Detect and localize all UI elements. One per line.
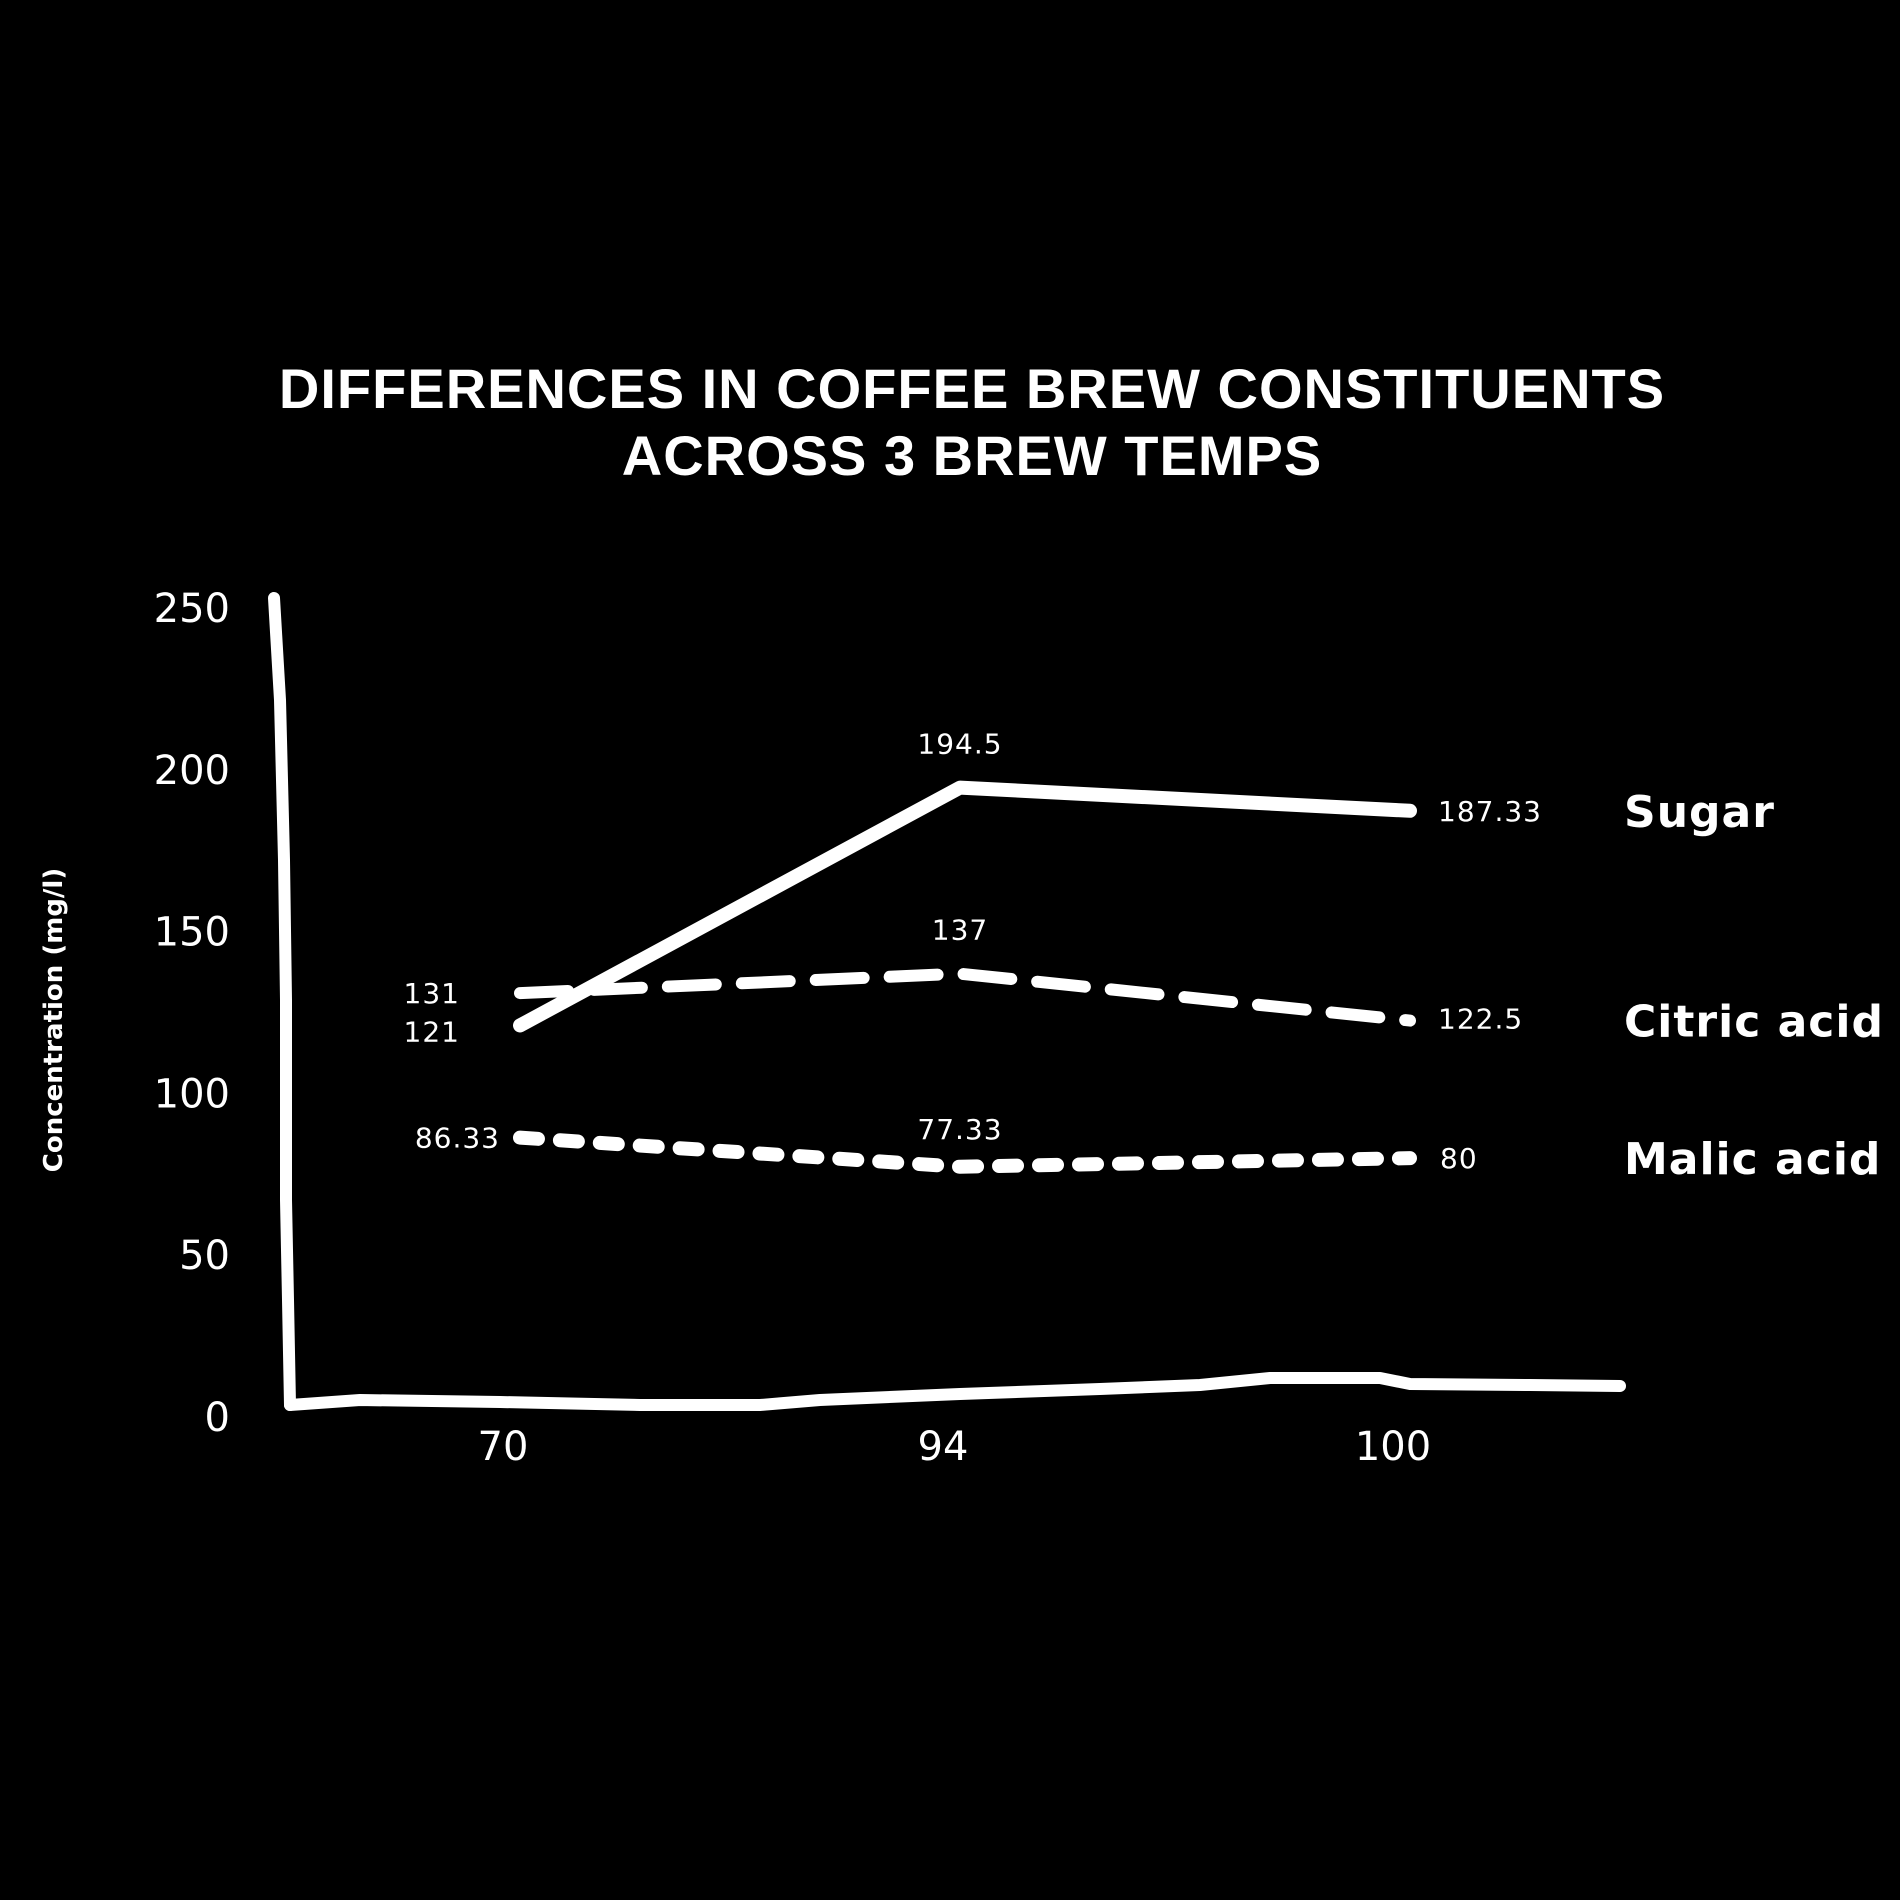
chart-title-line-2: ACROSS 3 BREW TEMPS <box>622 424 1322 487</box>
data-label: 131 <box>404 977 460 1010</box>
series-lines <box>513 780 1417 1174</box>
y-tick-label: 200 <box>154 748 230 794</box>
series-line-citric-acid <box>514 967 1416 1027</box>
data-label: 187.33 <box>1438 795 1542 828</box>
series-line-sugar <box>513 780 1417 1033</box>
y-tick-label: 50 <box>179 1233 230 1279</box>
data-label: 86.33 <box>415 1122 500 1155</box>
y-tick-label: 150 <box>154 910 230 956</box>
y-axis-line <box>268 592 296 1411</box>
x-axis-line <box>284 1372 1626 1411</box>
data-labels: 121 194.5 187.33 Sugar 131 137 122.5 Citric aci… <box>404 728 1884 1186</box>
x-tick-label: 100 <box>1355 1424 1431 1470</box>
data-label: 122.5 <box>1438 1003 1523 1036</box>
series-line-malic-acid <box>513 1130 1417 1174</box>
series-name-label: Sugar <box>1624 787 1775 838</box>
y-axis-label: Concentration (mg/l) <box>39 868 69 1172</box>
x-tick-label: 70 <box>478 1424 529 1470</box>
data-label: 121 <box>404 1015 460 1048</box>
data-label: 194.5 <box>917 728 1002 761</box>
series-name-label: Malic acid <box>1624 1134 1881 1185</box>
data-label: 77.33 <box>917 1113 1002 1146</box>
x-tick-labels: 70 94 100 <box>478 1424 1432 1470</box>
data-label: 80 <box>1440 1142 1478 1175</box>
data-label: 137 <box>932 914 988 947</box>
series-name-label: Citric acid <box>1624 997 1884 1048</box>
y-tick-labels: 0 50 100 150 200 250 <box>154 586 230 1441</box>
y-tick-label: 250 <box>154 586 230 632</box>
y-tick-label: 100 <box>154 1071 230 1117</box>
chart-title-line-1: DIFFERENCES IN COFFEE BREW CONSTITUENTS <box>279 357 1665 420</box>
x-tick-label: 94 <box>918 1424 969 1470</box>
y-tick-label: 0 <box>205 1395 230 1441</box>
